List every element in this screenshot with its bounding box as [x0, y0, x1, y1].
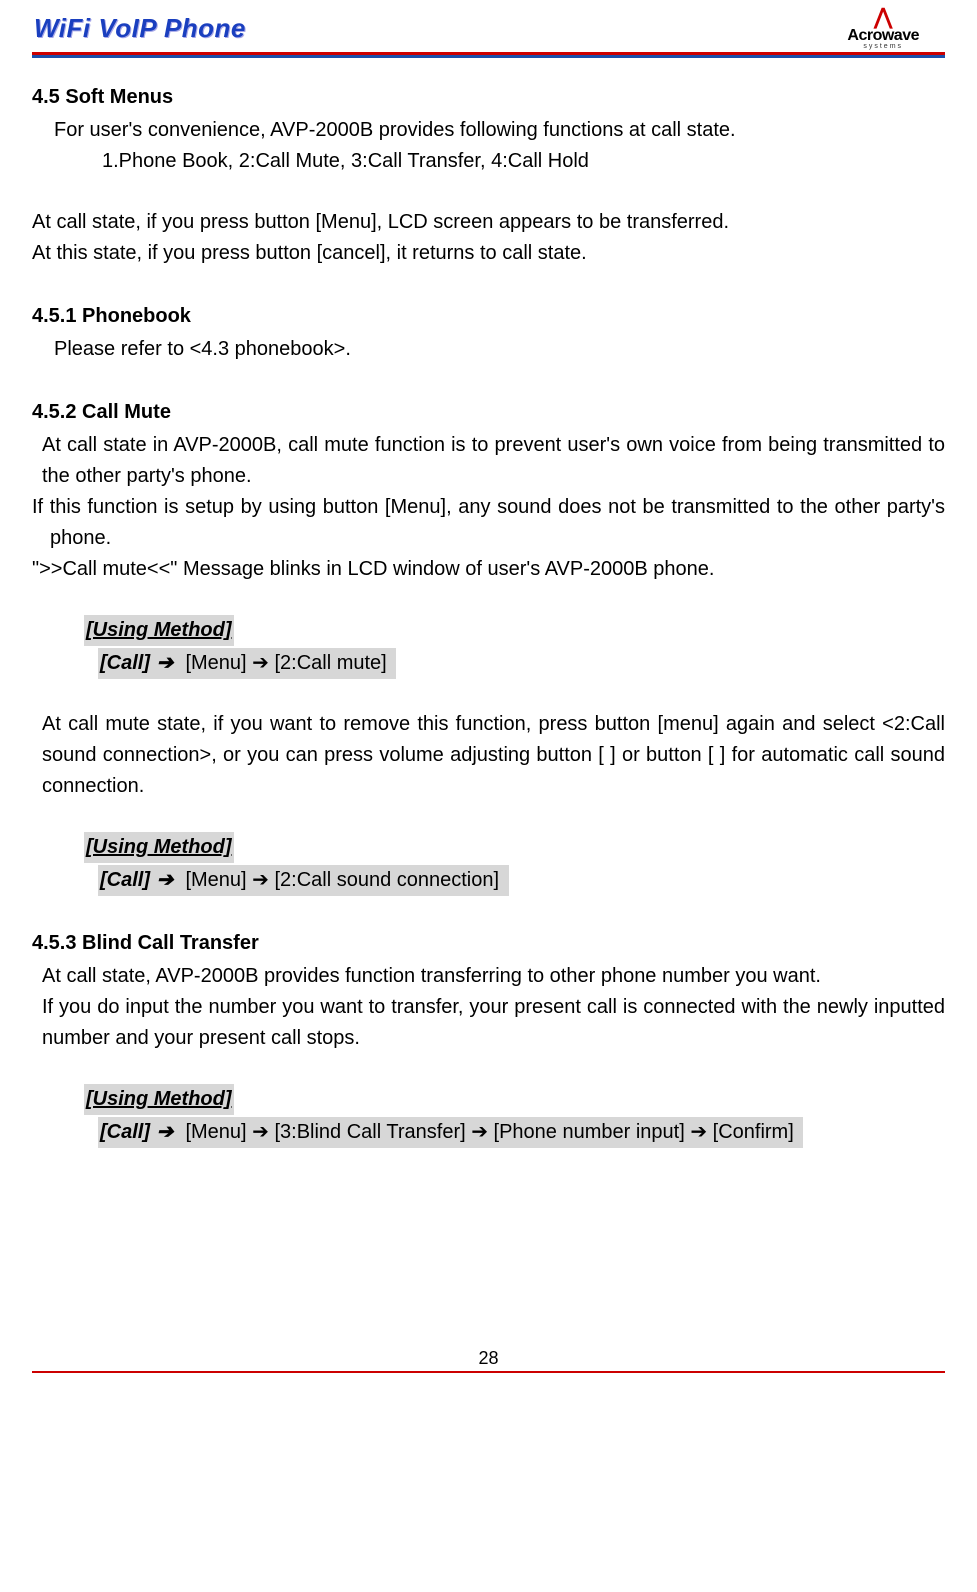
spacer [32, 365, 945, 395]
para: 1.Phone Book, 2:Call Mute, 3:Call Transf… [32, 146, 945, 177]
page: WiFi VoIP Phone ⋀ Acrowave systems 4.5 S… [0, 0, 977, 1381]
para: If you do input the number you want to t… [32, 992, 945, 1054]
heading-4-5-1: 4.5.1 Phonebook [32, 301, 945, 332]
spacer [32, 585, 945, 615]
logo-subtext: systems [863, 43, 903, 50]
method-rest: [Menu] ➔ [3:Blind Call Transfer] ➔ [Phon… [185, 1121, 793, 1143]
heading-4-5-3: 4.5.3 Blind Call Transfer [32, 928, 945, 959]
using-method-line: [Call] ➔ [Menu] ➔ [3:Blind Call Transfer… [98, 1117, 945, 1148]
using-method-line: [Call] ➔ [Menu] ➔ [2:Call sound connecti… [98, 865, 945, 896]
spacer [32, 802, 945, 832]
arrow-right-icon: ➔ [156, 652, 175, 674]
method-call: [Call] [100, 869, 150, 891]
arrow-right-icon: ➔ [156, 869, 175, 891]
using-method-head: [Using Method] [84, 615, 234, 646]
para: At call mute state, if you want to remov… [32, 709, 945, 802]
spacer [32, 177, 945, 207]
para: ">>Call mute<<" Message blinks in LCD wi… [32, 554, 945, 585]
header-rule-blue [32, 55, 945, 58]
method-line: [Call] ➔ [Menu] ➔ [3:Blind Call Transfer… [98, 1117, 803, 1148]
spacer [32, 896, 945, 926]
logo-name: Acrowave [847, 28, 919, 44]
using-method-block: [Using Method] [Call] ➔ [Menu] ➔ [2:Call… [84, 615, 945, 679]
page-footer: 28 [0, 1348, 977, 1381]
method-line: [Call] ➔ [Menu] ➔ [2:Call mute] [98, 648, 396, 679]
method-call: [Call] [100, 1121, 150, 1143]
content: 4.5 Soft Menus For user's convenience, A… [0, 82, 977, 1148]
heading-4-5: 4.5 Soft Menus [32, 82, 945, 113]
method-rest: [Menu] ➔ [2:Call mute] [185, 652, 386, 674]
para: Please refer to <4.3 phonebook>. [32, 334, 945, 365]
using-method-block: [Using Method] [Call] ➔ [Menu] ➔ [2:Call… [84, 832, 945, 896]
logo-mark-icon: ⋀ [874, 6, 892, 28]
page-number: 28 [0, 1348, 977, 1371]
page-header: WiFi VoIP Phone ⋀ Acrowave systems [0, 0, 977, 52]
para: At call state, AVP-2000B provides functi… [32, 961, 945, 992]
arrow-right-icon: ➔ [156, 1121, 175, 1143]
para: If this function is setup by using butto… [32, 492, 945, 554]
using-method-line: [Call] ➔ [Menu] ➔ [2:Call mute] [98, 648, 945, 679]
method-rest: [Menu] ➔ [2:Call sound connection] [185, 869, 499, 891]
para: At this state, if you press button [canc… [32, 238, 945, 269]
spacer [32, 1054, 945, 1084]
para: For user's convenience, AVP-2000B provid… [32, 115, 945, 146]
spacer [32, 679, 945, 709]
using-method-head: [Using Method] [84, 832, 234, 863]
para: At call state, if you press button [Menu… [32, 207, 945, 238]
para: At call state in AVP-2000B, call mute fu… [32, 430, 945, 492]
using-method-block: [Using Method] [Call] ➔ [Menu] ➔ [3:Blin… [84, 1084, 945, 1148]
method-call: [Call] [100, 652, 150, 674]
spacer [32, 269, 945, 299]
brand-logo: ⋀ Acrowave systems [847, 6, 919, 50]
heading-4-5-2: 4.5.2 Call Mute [32, 397, 945, 428]
header-title: WiFi VoIP Phone [34, 13, 246, 44]
method-line: [Call] ➔ [Menu] ➔ [2:Call sound connecti… [98, 865, 509, 896]
footer-rule-red [32, 1371, 945, 1373]
using-method-head: [Using Method] [84, 1084, 234, 1115]
